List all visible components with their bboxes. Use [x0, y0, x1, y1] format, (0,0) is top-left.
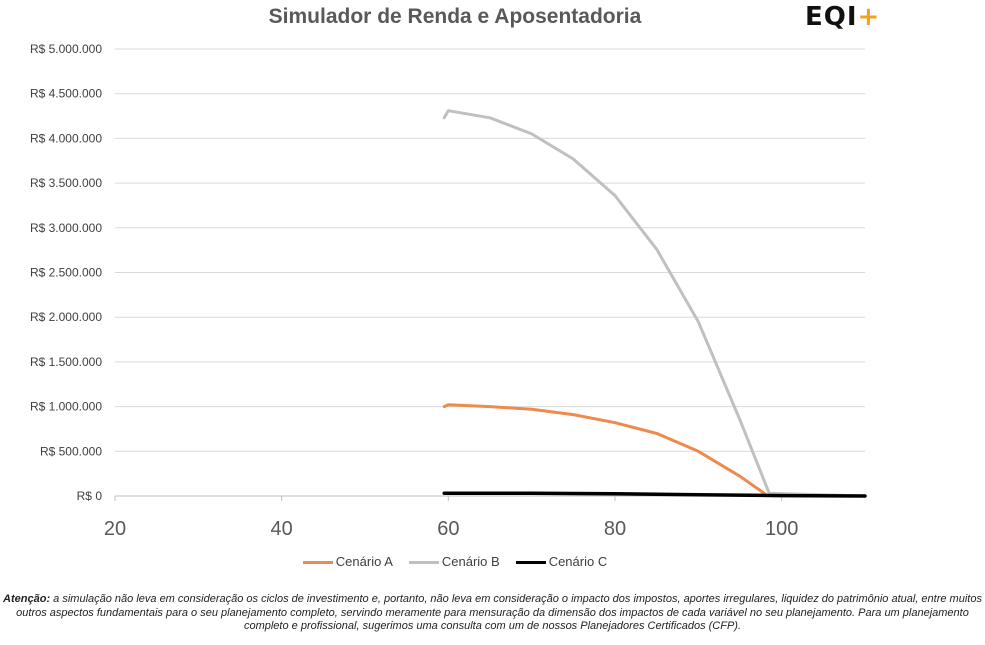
- y-tick-label: R$ 1.500.000: [30, 355, 102, 369]
- y-tick-label: R$ 5.000.000: [30, 42, 102, 56]
- x-axis-ticks: 20 40 60 80 100: [104, 496, 798, 540]
- x-tick-label: 60: [437, 518, 459, 540]
- x-tick-label: 20: [104, 518, 126, 540]
- chart-title: Simulador de Renda e Aposentadoria: [268, 5, 642, 28]
- legend-swatch: [302, 561, 333, 565]
- y-tick-label: R$ 4.000.000: [30, 131, 102, 145]
- series-line-3: [442, 491, 867, 498]
- y-tick-label: R$ 3.500.000: [30, 176, 102, 190]
- legend-swatch: [408, 561, 439, 565]
- y-tick-label: R$ 1.000.000: [30, 400, 102, 414]
- y-tick-label: R$ 3.000.000: [30, 221, 102, 235]
- series-line-2: [442, 109, 867, 498]
- series-line-1: [442, 403, 767, 496]
- y-axis-ticks: R$ 0 R$ 500.000 R$ 1.000.000 R$ 1.500.000 R$…: [30, 42, 102, 503]
- legend-item-2: Cenário B: [408, 554, 500, 570]
- disclaimer-text: a simulação não leva em consideração os …: [16, 593, 982, 632]
- legend: Cenário A Cenário B Cenário C: [0, 553, 910, 569]
- gridlines: [115, 48, 865, 497]
- y-tick-label: R$ 2.500.000: [30, 266, 102, 280]
- x-tick-label: 100: [765, 518, 798, 540]
- x-tick-label: 80: [604, 518, 626, 540]
- logo-plus: +: [857, 2, 881, 32]
- legend-label: Cenário A: [335, 554, 393, 570]
- y-tick-label: R$ 500.000: [40, 444, 102, 458]
- legend-label: Cenário B: [441, 554, 500, 570]
- x-tick-label: 40: [271, 518, 293, 540]
- legend-item-1: Cenário A: [302, 554, 393, 570]
- line-chart: R$ 0 R$ 500.000 R$ 1.000.000 R$ 1.500.000 R$…: [30, 42, 867, 540]
- legend-item-3: Cenário C: [515, 554, 608, 570]
- eqi-logo: EQI+: [805, 2, 880, 32]
- disclaimer: Atenção: a simulação não leva em conside…: [0, 593, 985, 645]
- y-tick-label: R$ 0: [77, 489, 103, 503]
- legend-label: Cenário C: [548, 554, 608, 570]
- series-lines: [442, 109, 867, 498]
- y-tick-label: R$ 2.000.000: [30, 310, 102, 324]
- logo-text: EQI: [805, 2, 858, 32]
- legend-swatch: [515, 561, 546, 565]
- disclaimer-lead: Atenção:: [3, 593, 51, 605]
- y-tick-label: R$ 4.500.000: [30, 87, 102, 101]
